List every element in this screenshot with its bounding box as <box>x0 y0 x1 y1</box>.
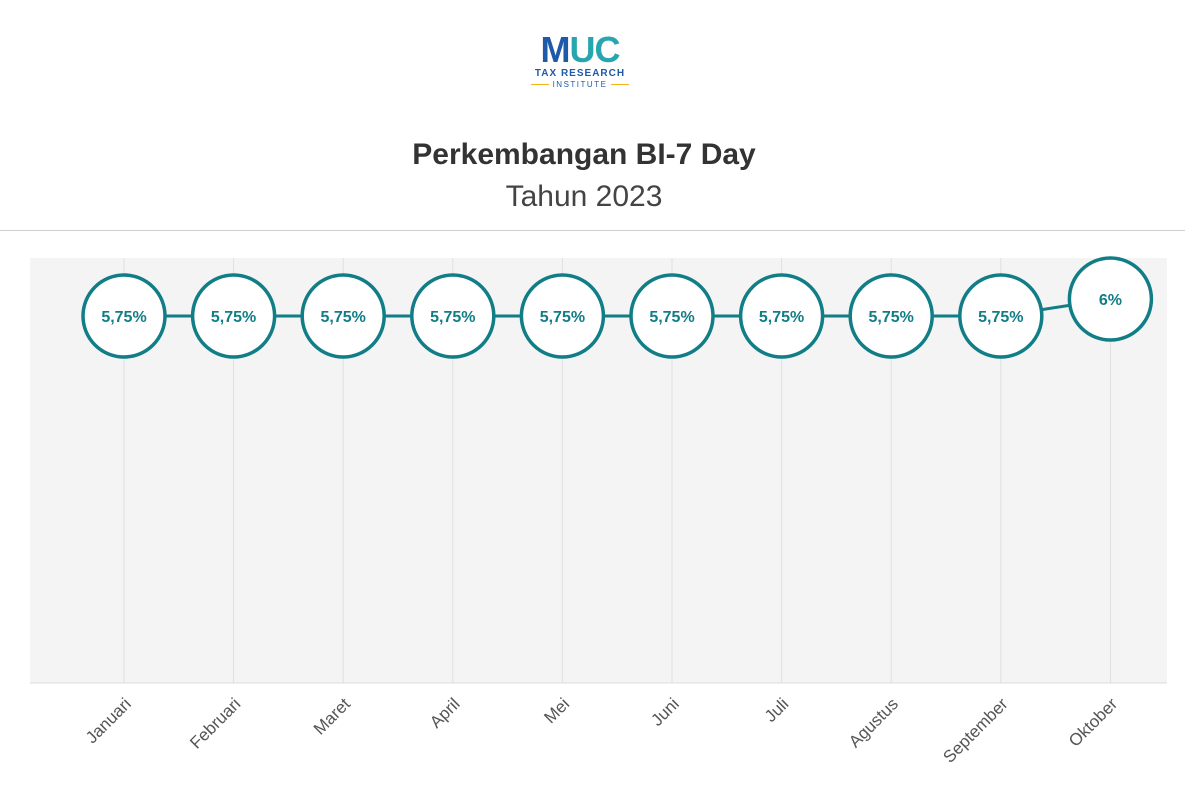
logo-wordmark: MUC <box>540 29 621 70</box>
data-label: 5,75% <box>869 309 914 326</box>
chart-subtitle: Tahun 2023 <box>505 180 663 213</box>
data-label: 5,75% <box>430 309 475 326</box>
x-tick-label: Februari <box>186 694 244 752</box>
data-point <box>519 273 606 359</box>
logo-line-2-wrap: INSTITUTE <box>530 80 630 89</box>
data-point <box>300 273 386 359</box>
x-tick-label: April <box>426 694 463 731</box>
data-point <box>190 273 277 359</box>
x-tick-label: Mei <box>540 694 573 727</box>
logo-rule-right <box>611 83 630 86</box>
logo: MUC TAX RESEARCH INSTITUTE <box>0 30 1160 89</box>
x-tick-label: Juli <box>761 694 792 725</box>
x-tick-label: Juni <box>647 694 682 729</box>
data-label: 5,75% <box>759 309 804 326</box>
data-point <box>958 273 1044 359</box>
header-divider <box>0 230 1185 231</box>
data-point <box>848 273 934 359</box>
logo-line-1: TAX RESEARCH <box>534 68 626 79</box>
data-label: 5,75% <box>321 309 366 326</box>
series-line <box>124 297 1111 318</box>
x-tick-label: September <box>939 694 1011 766</box>
data-label: 5,75% <box>540 309 585 326</box>
logo-rule-left <box>530 83 549 86</box>
data-label: 5,75% <box>101 309 146 326</box>
logo-line-2: INSTITUTE <box>552 80 608 89</box>
data-point <box>738 273 825 359</box>
data-point <box>81 273 167 359</box>
data-label: 5,75% <box>649 309 694 326</box>
data-point <box>410 273 496 359</box>
data-point <box>629 273 715 359</box>
data-label: 6% <box>1099 292 1122 309</box>
x-tick-label: Januari <box>82 694 135 747</box>
data-label: 5,75% <box>978 309 1023 326</box>
x-tick-label: Maret <box>310 694 354 738</box>
x-tick-label: Oktober <box>1065 694 1121 750</box>
data-label: 5,75% <box>211 309 256 326</box>
x-tick-label: Agustus <box>845 694 902 751</box>
chart-title: Perkembangan BI-7 Day <box>412 138 756 171</box>
data-point <box>1067 256 1154 342</box>
